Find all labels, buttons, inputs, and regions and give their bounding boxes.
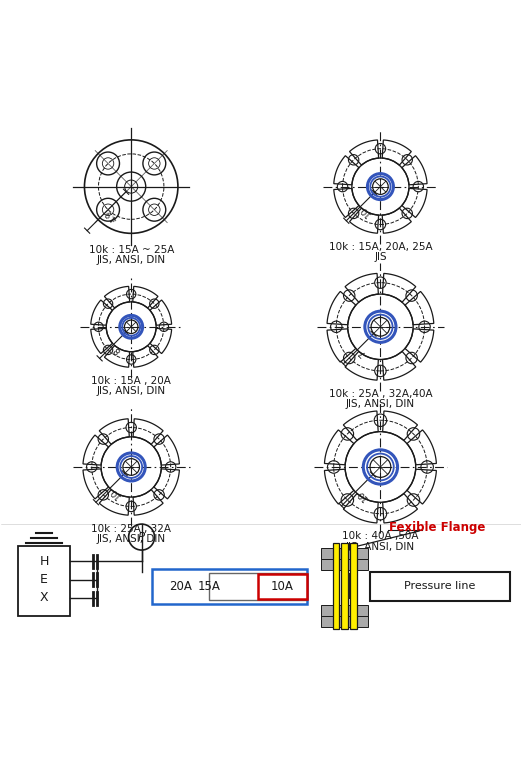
Text: 10: 10 [358, 204, 372, 218]
Bar [209, 573, 307, 600]
Bar [341, 543, 348, 629]
Text: 10k : 25A , 32A: 10k : 25A , 32A [91, 523, 171, 533]
Text: Pressure line: Pressure line [405, 581, 476, 591]
Bar [322, 616, 368, 627]
Text: JIS, ANSI, DIN: JIS, ANSI, DIN [346, 542, 415, 552]
Text: 8: 8 [112, 345, 122, 355]
Text: Fexible Flange: Fexible Flange [389, 521, 486, 534]
Text: JIS, ANSI, DIN: JIS, ANSI, DIN [97, 534, 166, 544]
Bar [370, 572, 510, 601]
Text: P: P [138, 530, 145, 543]
Bar [18, 546, 70, 616]
Text: 10k : 15A ~ 25A: 10k : 15A ~ 25A [89, 245, 174, 255]
Bar [322, 559, 368, 570]
Bar [258, 574, 307, 599]
Text: 10k : 25A , 32A,40A: 10k : 25A , 32A,40A [329, 389, 432, 399]
Bar [348, 574, 350, 599]
Text: JIS, ANSI, DIN: JIS, ANSI, DIN [346, 399, 415, 409]
Bar [322, 605, 368, 617]
Text: JIS, ANSI, DIN: JIS, ANSI, DIN [97, 255, 166, 265]
Text: 10: 10 [108, 485, 122, 499]
Text: 10A: 10A [271, 580, 294, 593]
Text: 10: 10 [354, 487, 369, 502]
Text: JIS: JIS [374, 252, 387, 262]
Bar [152, 569, 307, 604]
Text: 4.9: 4.9 [103, 208, 119, 223]
Text: JIS, ANSI, DIN: JIS, ANSI, DIN [97, 386, 166, 396]
Text: 10k : 15A, 20A, 25A: 10k : 15A, 20A, 25A [329, 242, 432, 252]
Text: 15A: 15A [198, 580, 221, 593]
Text: 20A: 20A [169, 580, 192, 593]
Bar [322, 547, 368, 559]
Bar [350, 543, 357, 629]
Text: 10k : 15A , 20A: 10k : 15A , 20A [91, 376, 171, 386]
Text: 10k : 40A ,50A: 10k : 40A ,50A [342, 531, 419, 541]
Text: E: E [40, 573, 48, 586]
Bar [333, 543, 339, 629]
Text: X: X [40, 591, 48, 604]
Text: H: H [39, 555, 49, 568]
Text: 7: 7 [358, 348, 368, 359]
